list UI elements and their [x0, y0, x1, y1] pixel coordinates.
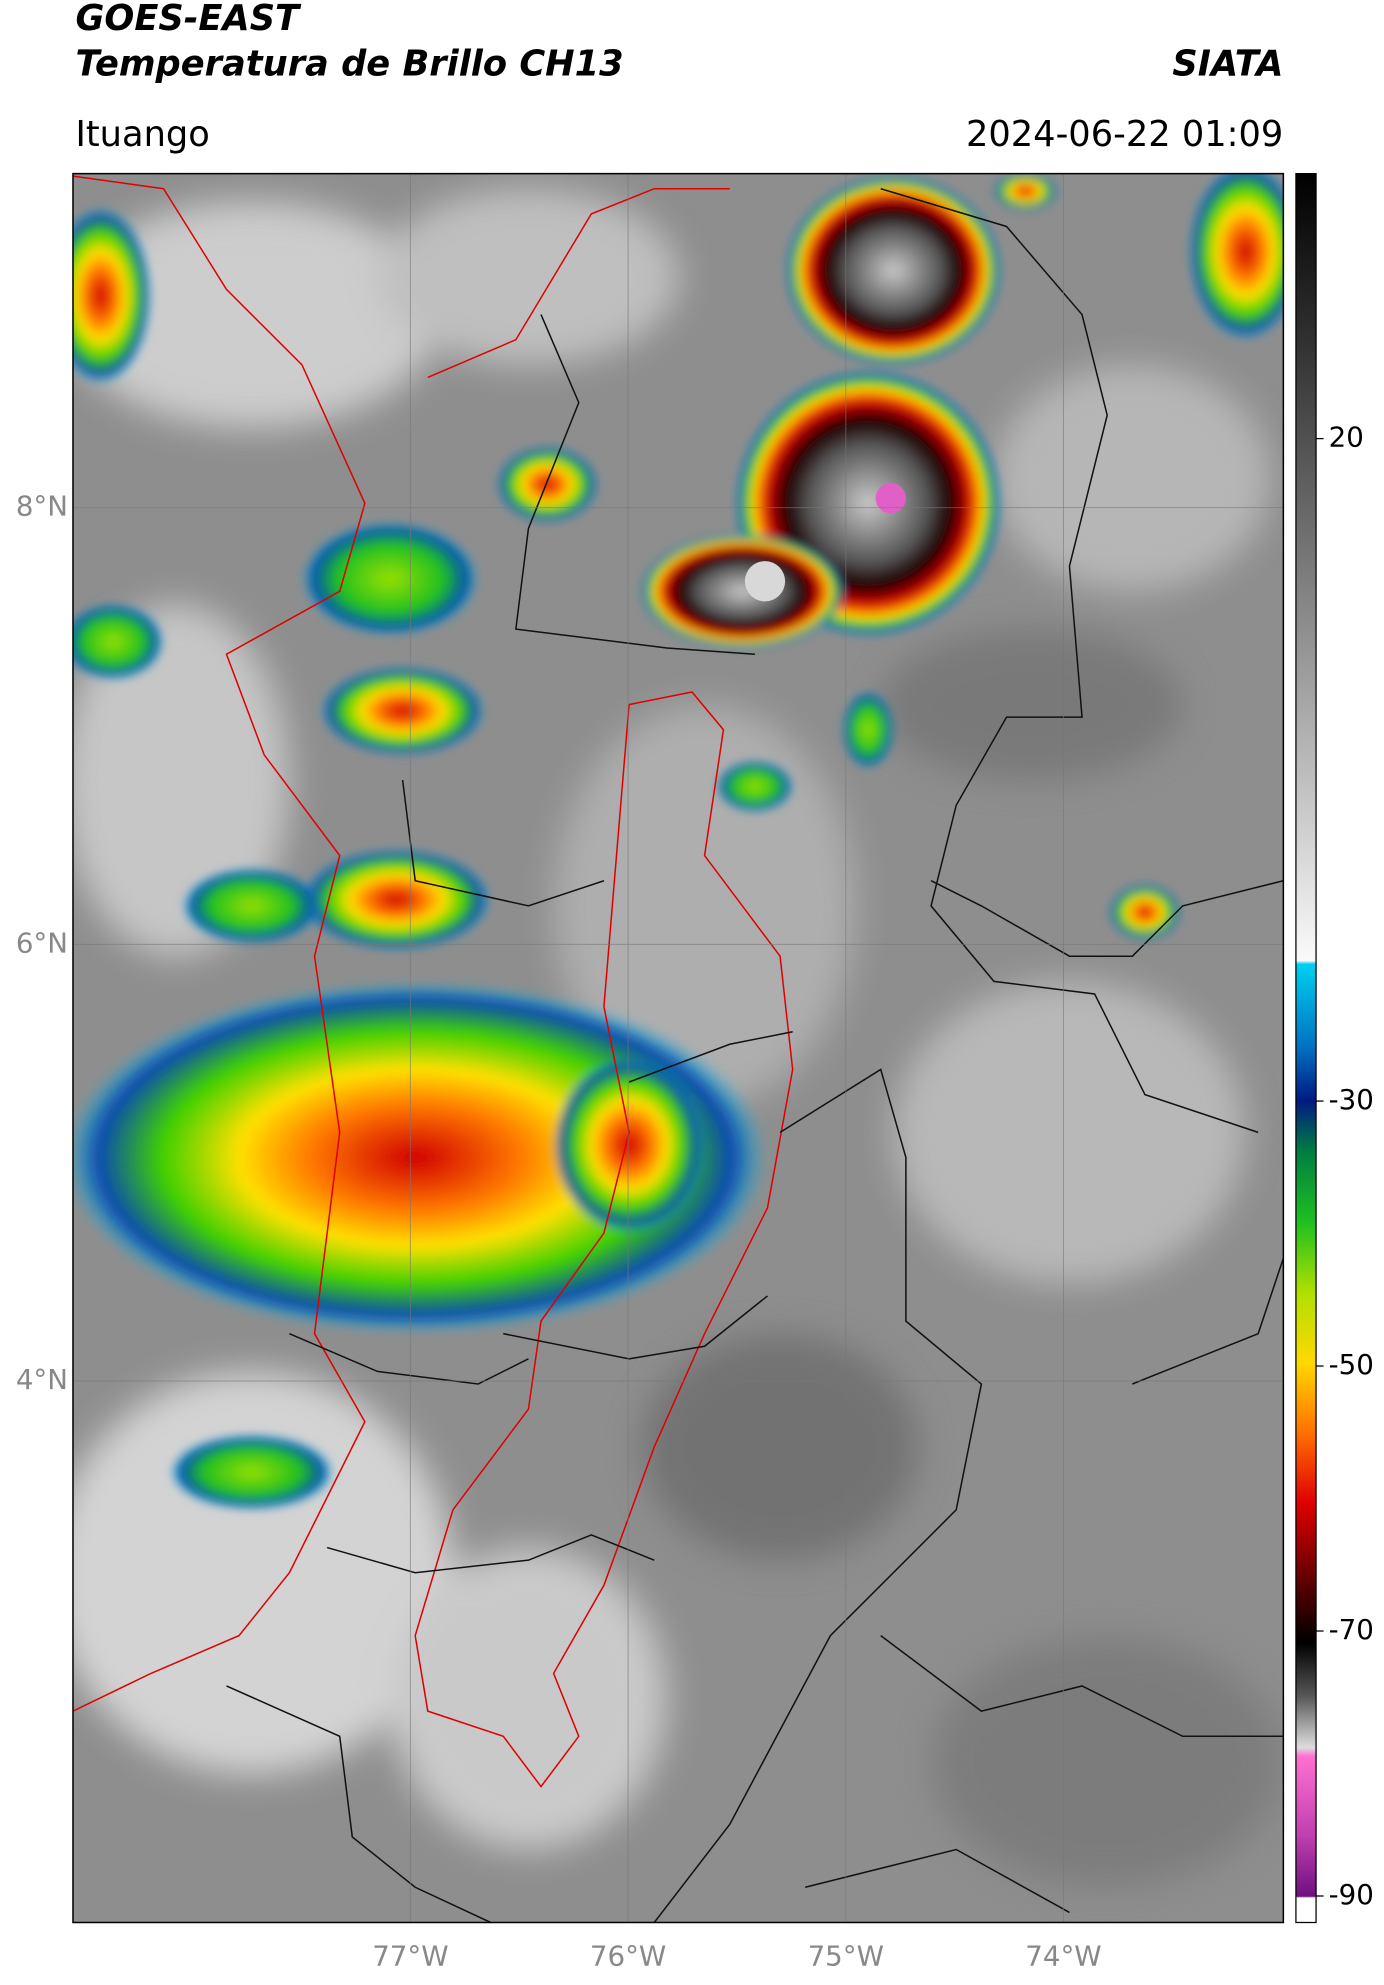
- lon-tick-label: 76°W: [590, 1940, 666, 1973]
- lat-tick-label: 8°N: [16, 490, 68, 523]
- brand: SIATA: [1172, 43, 1283, 84]
- lat-tick-label: 6°N: [16, 926, 68, 959]
- colorbar: [1295, 172, 1317, 1924]
- colorbar-tick-label: -50: [1329, 1348, 1374, 1381]
- colorbar-tick-label: 20: [1329, 421, 1364, 454]
- colorbar-tick-label: -90: [1329, 1878, 1374, 1911]
- subtitle: Temperatura de Brillo CH13: [75, 43, 623, 84]
- colorbar-tick-label: -30: [1329, 1083, 1374, 1116]
- lon-tick-label: 74°W: [1025, 1940, 1101, 1973]
- lat-tick-label: 4°N: [16, 1363, 68, 1396]
- lon-tick-label: 77°W: [372, 1940, 448, 1973]
- timestamp: 2024-06-22 01:09: [966, 114, 1283, 155]
- colorbar-tick-label: -70: [1329, 1613, 1374, 1646]
- location: Ituango: [75, 114, 209, 155]
- title: GOES-EAST: [75, 0, 302, 39]
- satellite-image: [72, 173, 1284, 1923]
- lon-tick-label: 75°W: [808, 1940, 884, 1973]
- graticule: [72, 173, 1284, 1923]
- map-frame: [72, 172, 1285, 1924]
